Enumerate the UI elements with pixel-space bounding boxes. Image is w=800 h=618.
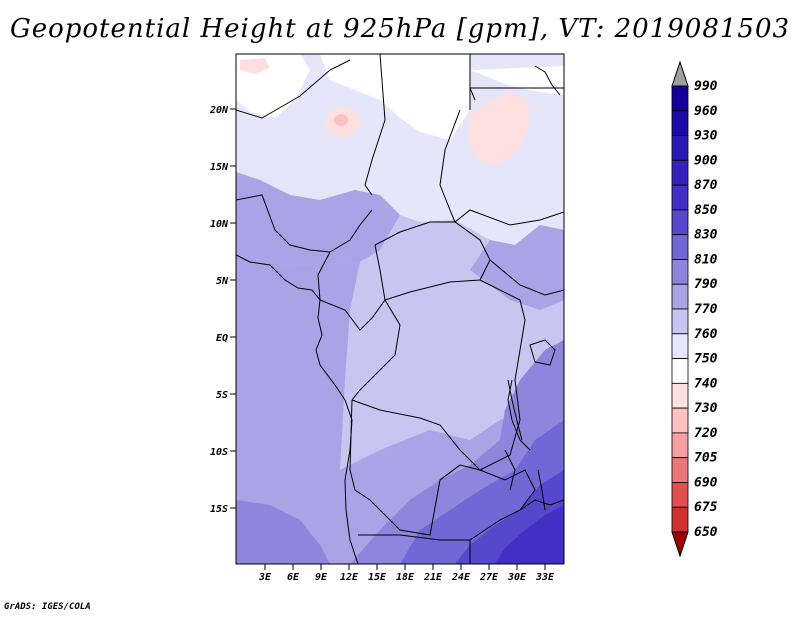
lat-label-eq: EQ bbox=[216, 333, 228, 344]
lon-labels: 3E 6E 9E 12E 15E 18E 21E 24E 27E 30E 33E bbox=[258, 572, 555, 583]
lon-label-24e: 24E bbox=[451, 572, 471, 583]
fill-790-central bbox=[400, 370, 470, 430]
fill-760-north-b bbox=[320, 54, 470, 140]
lat-label-5n: 5N bbox=[216, 276, 229, 287]
colorbar-label: 760 bbox=[694, 327, 718, 342]
country-borders bbox=[236, 54, 564, 564]
border-namibia-botswana bbox=[358, 534, 471, 564]
border-mozambique bbox=[519, 499, 564, 511]
colorbar-swatch bbox=[671, 432, 689, 459]
fill-810-southwest bbox=[236, 262, 360, 564]
lake-tanganyika bbox=[507, 379, 523, 441]
colorbar-label: 705 bbox=[694, 451, 718, 466]
colorbar-arrow-bottom bbox=[671, 531, 689, 558]
colorbar-swatch bbox=[671, 308, 689, 335]
border-drc-congo bbox=[351, 279, 526, 471]
colorbar-swatch bbox=[671, 283, 689, 310]
lon-label-3e: 3E bbox=[258, 572, 272, 583]
border-east-lakes bbox=[504, 379, 531, 491]
lat-label-5s: 5S bbox=[216, 390, 228, 401]
colorbar-label: 830 bbox=[694, 228, 718, 243]
border-car bbox=[374, 221, 491, 301]
border-chad-sudan bbox=[439, 109, 461, 223]
colorbar-swatch bbox=[671, 184, 689, 211]
lon-label-12e: 12E bbox=[340, 572, 359, 583]
fill-770-north bbox=[236, 54, 564, 245]
colorbar-label: 960 bbox=[694, 104, 718, 119]
colorbar-swatch bbox=[671, 457, 689, 483]
fill-750-b bbox=[468, 92, 530, 165]
colorbar-swatch bbox=[671, 407, 689, 434]
colorbar-label: 990 bbox=[694, 79, 718, 94]
map-title: Geopotential Height at 925hPa [gpm], VT:… bbox=[9, 14, 791, 44]
colorbar-swatch bbox=[671, 358, 689, 384]
colorbar-swatch bbox=[671, 333, 689, 359]
colorbar: 990 960 930 900 870 850 830 810 790 770 760 750 740 7… bbox=[671, 60, 718, 558]
lon-label-33e: 33E bbox=[535, 572, 555, 583]
border-niger-chad bbox=[364, 54, 386, 196]
colorbar-swatch bbox=[671, 259, 689, 285]
lat-label-15s: 15S bbox=[210, 504, 228, 515]
lake-victoria bbox=[529, 339, 556, 366]
colorbar-label: 690 bbox=[694, 475, 718, 490]
colorbar-swatch bbox=[671, 506, 689, 533]
colorbar-label: 675 bbox=[694, 500, 718, 515]
colorbar-label: 850 bbox=[694, 203, 718, 218]
contour-fill bbox=[236, 54, 564, 564]
map-frame bbox=[235, 53, 565, 565]
fill-750-c bbox=[240, 58, 270, 74]
lon-label-9e: 9E bbox=[315, 572, 328, 583]
colorbar-label: 750 bbox=[694, 352, 718, 367]
colorbar-label: 730 bbox=[694, 401, 718, 416]
lat-label-10n: 10N bbox=[210, 219, 229, 230]
lat-labels: 20N 15N 10N 5N EQ 5S 10S 15S bbox=[209, 105, 229, 515]
lon-axis bbox=[264, 564, 546, 570]
footer-credit: GrADS: IGES/COLA bbox=[4, 602, 91, 612]
border-zambia bbox=[439, 464, 536, 541]
red-sea bbox=[534, 65, 561, 96]
lon-label-15e: 15E bbox=[368, 572, 387, 583]
lat-axis bbox=[230, 108, 236, 509]
colorbar-swatch bbox=[671, 110, 689, 136]
fill-810-west bbox=[236, 172, 400, 268]
lat-label-20n: 20N bbox=[209, 105, 229, 116]
lon-label-6e: 6E bbox=[287, 572, 300, 583]
border-south-sudan bbox=[454, 209, 564, 296]
colorbar-swatch bbox=[671, 85, 689, 112]
lat-label-15n: 15N bbox=[210, 162, 229, 173]
coast-nile bbox=[469, 87, 476, 101]
colorbar-label: 720 bbox=[694, 426, 718, 441]
border-nigeria bbox=[236, 194, 373, 253]
lake-malawi bbox=[537, 469, 546, 511]
colorbar-swatch bbox=[671, 234, 689, 260]
border-angola bbox=[349, 399, 461, 536]
colorbar-label: 740 bbox=[694, 376, 718, 391]
colorbar-label: 650 bbox=[694, 525, 718, 540]
colorbar-label: 870 bbox=[694, 178, 718, 193]
colorbar-swatch bbox=[671, 482, 689, 508]
colorbar-label: 810 bbox=[694, 252, 718, 267]
colorbar-swatch bbox=[671, 135, 689, 161]
fill-740-a bbox=[334, 114, 348, 126]
colorbar-swatch bbox=[671, 159, 689, 186]
colorbar-swatch bbox=[671, 382, 689, 409]
colorbar-label: 770 bbox=[694, 302, 718, 317]
lat-label-10s: 10S bbox=[210, 447, 228, 458]
lon-label-21e: 21E bbox=[423, 572, 443, 583]
colorbar-arrow-top bbox=[671, 60, 689, 87]
border-algeria-niger bbox=[236, 59, 351, 119]
colorbar-swatch bbox=[671, 209, 689, 236]
border-cameroon bbox=[317, 244, 386, 331]
lon-label-18e: 18E bbox=[396, 572, 415, 583]
fill-810-east bbox=[470, 225, 564, 310]
lon-label-27e: 27E bbox=[479, 572, 499, 583]
lon-label-30e: 30E bbox=[507, 572, 527, 583]
fill-830-southwest bbox=[236, 500, 330, 564]
colorbar-label: 930 bbox=[694, 129, 718, 144]
coastline-west-africa bbox=[236, 254, 359, 564]
fill-900-southeast bbox=[495, 505, 564, 564]
colorbar-label: 790 bbox=[694, 277, 718, 292]
colorbar-label: 900 bbox=[694, 153, 718, 168]
